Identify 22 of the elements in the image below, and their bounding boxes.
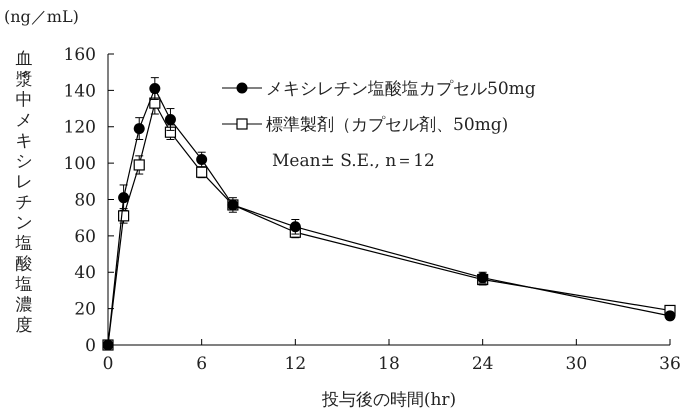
x-tick-label: 24	[472, 354, 494, 374]
x-tick-label: 12	[284, 354, 306, 374]
annotation: Mean± S.E., n＝12	[272, 150, 435, 171]
text: (ng／mL)	[4, 7, 79, 26]
x-tick-label: 6	[196, 354, 208, 374]
x-axis-title: 投与後の時間(hr)	[320, 390, 456, 410]
y-tick-label: 140	[64, 81, 96, 102]
x-tick-label: 30	[566, 354, 588, 374]
y-tick-label: 120	[64, 118, 96, 138]
x-tick-label: 18	[378, 354, 400, 374]
legend-label: 標準製剤（カプセル剤、50mg)	[266, 114, 508, 135]
y-tick-label: 160	[64, 44, 96, 65]
y-tick-label: 80	[74, 190, 96, 210]
y-tick-label: 100	[64, 154, 96, 174]
text: 血漿中メキシレチン塩酸塩濃度	[16, 49, 32, 336]
legend-label: メキシレチン塩酸塩カプセル50mg	[266, 78, 536, 99]
y-tick-label: 0	[85, 336, 96, 356]
x-tick-label: 0	[102, 354, 114, 374]
y-tick-label: 20	[74, 300, 96, 320]
x-tick-label: 36	[659, 354, 681, 374]
y-tick-label: 60	[74, 226, 96, 247]
y-tick-label: 40	[74, 263, 96, 284]
